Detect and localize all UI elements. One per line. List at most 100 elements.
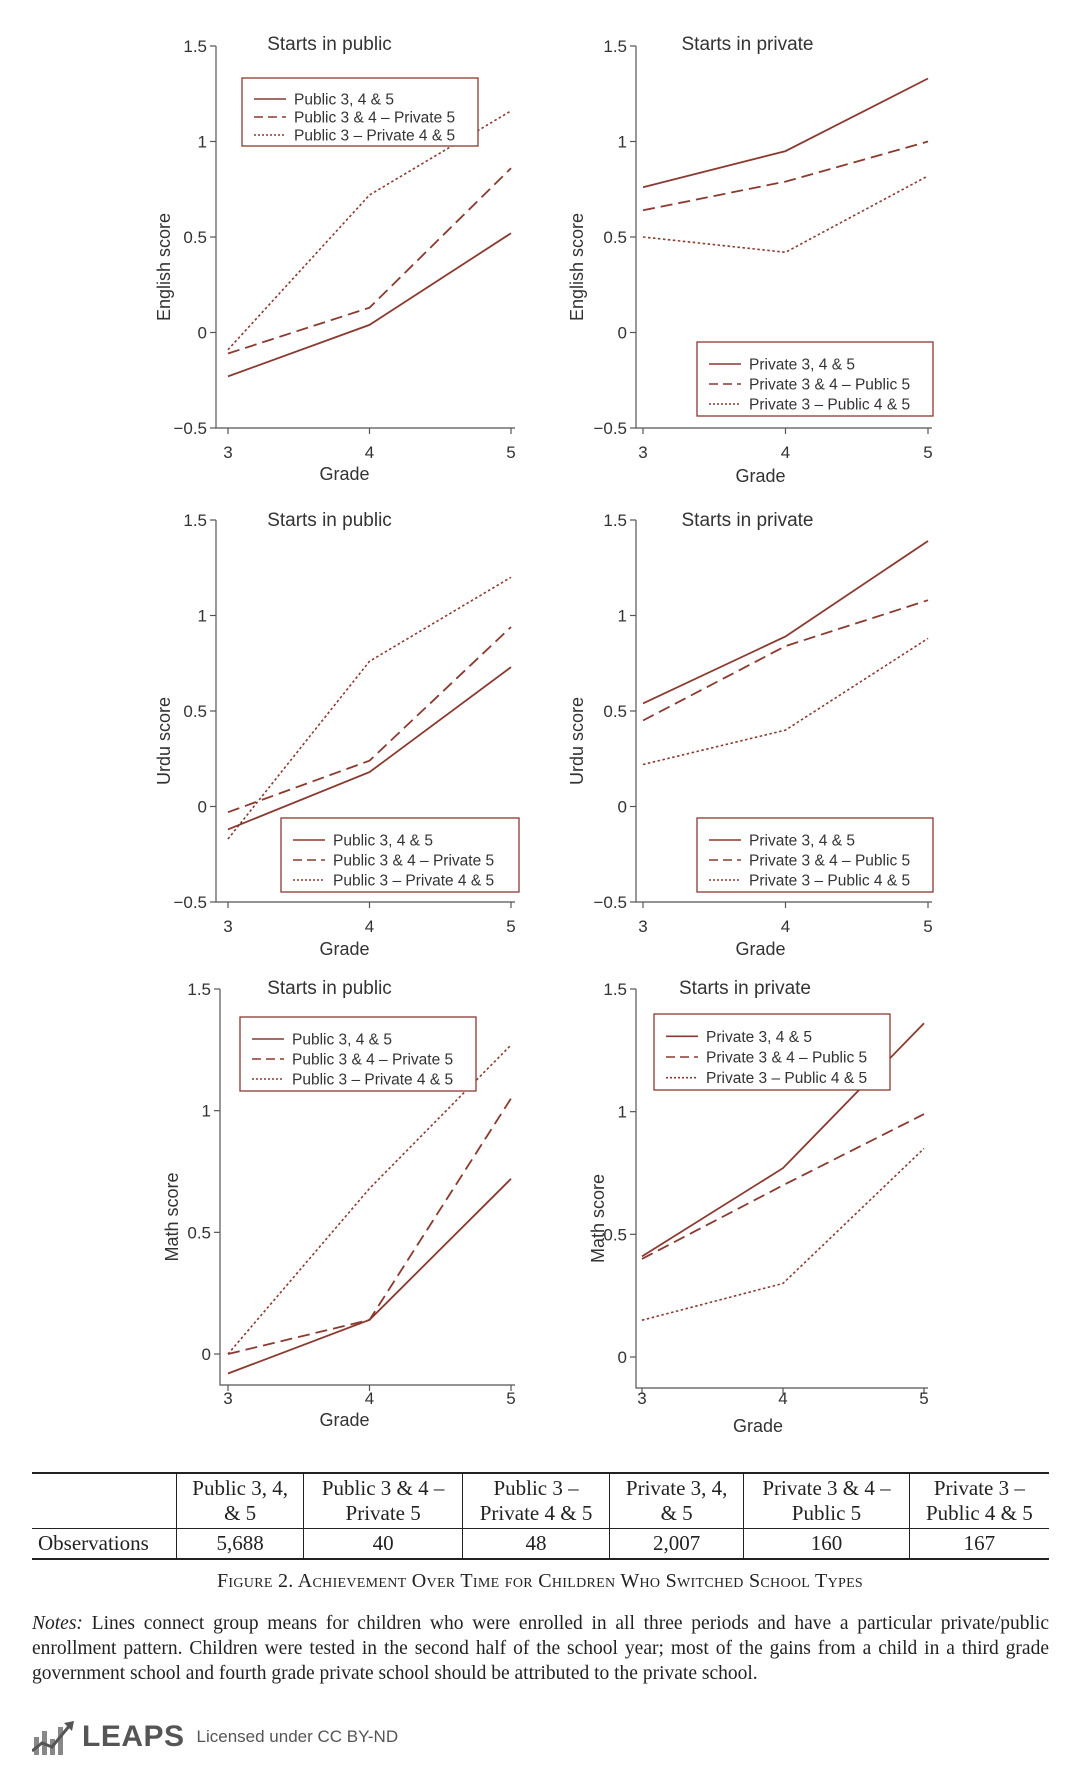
- footer: LEAPS Licensed under CC BY-ND: [32, 1715, 398, 1759]
- y-tick-label: 0: [202, 1345, 211, 1364]
- legend-label: Private 3, 4 & 5: [706, 1029, 812, 1046]
- chart-title: Starts in private: [682, 34, 814, 55]
- y-tick-label: 1: [618, 1103, 627, 1122]
- table-header-cell: Private 3 – Public 4 & 5: [908, 1473, 1049, 1529]
- x-tick-label: 4: [365, 917, 374, 936]
- legend-label: Public 3, 4 & 5: [333, 833, 433, 850]
- y-tick-label: −0.5: [593, 419, 627, 438]
- table-cell: 5,688: [175, 1528, 304, 1559]
- legend-label: Private 3 & 4 – Public 5: [706, 1050, 867, 1067]
- series-line: [227, 666, 512, 831]
- axis-lines: [635, 989, 928, 1389]
- series-line: [642, 637, 929, 766]
- table-cell: 160: [743, 1528, 910, 1559]
- x-tick-label: 4: [781, 443, 790, 462]
- table-cell: 167: [908, 1528, 1049, 1559]
- series-line: [227, 1044, 512, 1355]
- x-tick-label: 4: [778, 1389, 787, 1408]
- chart-panel: −0.5 0 0.5 1 1.5 3 4 5 Starts in public Grade Urdu…: [154, 510, 520, 959]
- chart-legend: Private 3, 4 & 5 Private 3 & 4 – Public 5…: [696, 817, 934, 893]
- x-axis-label: Grade: [319, 1410, 369, 1430]
- chart-panel: −0.5 0 0.5 1 1.5 3 4 5 Starts in private Grade Urd…: [567, 510, 934, 959]
- y-tick-label: 1: [202, 1102, 211, 1121]
- legend-label: Public 3, 4 & 5: [292, 1032, 392, 1049]
- chart-legend: Public 3, 4 & 5 Public 3 & 4 – Private 5 P…: [239, 1016, 477, 1092]
- x-tick-label: 4: [781, 917, 790, 936]
- chart-legend: Private 3, 4 & 5 Private 3 & 4 – Public 5…: [653, 1013, 891, 1091]
- series-line: [227, 1098, 512, 1355]
- y-axis-label: English score: [154, 213, 174, 321]
- y-tick-label: 0: [198, 798, 207, 817]
- x-tick-label: 3: [223, 443, 232, 462]
- leaps-wordmark: LEAPS: [82, 1720, 185, 1753]
- x-tick-label: 5: [923, 917, 932, 936]
- y-tick-label: 1.5: [183, 511, 207, 530]
- axis-lines: [219, 989, 515, 1386]
- legend-label: Public 3 & 4 – Private 5: [333, 853, 494, 870]
- legend-label: Public 3 & 4 – Private 5: [292, 1052, 453, 1069]
- legend-label: Public 3 & 4 – Private 5: [294, 110, 455, 127]
- x-tick-label: 5: [506, 443, 515, 462]
- legend-box: [241, 77, 479, 147]
- figure-caption: Figure 2. Achievement Over Time for Chil…: [216, 1570, 864, 1592]
- y-tick-label: 0.5: [603, 702, 627, 721]
- y-tick-label: 0: [618, 324, 627, 343]
- x-tick-label: 5: [506, 917, 515, 936]
- legend-label: Private 3 – Public 4 & 5: [706, 1070, 867, 1087]
- figure-notes: Notes: Lines connect group means for chi…: [32, 1611, 1049, 1686]
- chart-title: Starts in private: [679, 978, 811, 999]
- table-header-row: Public 3, 4, & 5 Public 3 & 4 – Private …: [32, 1473, 1049, 1529]
- legend-label: Public 3 – Private 4 & 5: [294, 128, 455, 145]
- x-tick-label: 4: [365, 443, 374, 462]
- legend-box: [653, 1013, 891, 1091]
- y-axis-label: Urdu score: [154, 697, 174, 785]
- legend-label: Public 3, 4 & 5: [294, 92, 394, 109]
- chart-panel: 0 0.5 1 1.5 3 4 5 Starts in public Grade Math sco…: [162, 978, 516, 1430]
- y-tick-label: 0.5: [183, 702, 207, 721]
- notes-label: Notes:: [32, 1613, 83, 1634]
- table-header-cell: Public 3 & 4 – Private 5: [303, 1473, 463, 1529]
- x-tick-label: 5: [919, 1389, 928, 1408]
- y-tick-label: 1: [618, 607, 627, 626]
- series-line: [227, 626, 512, 814]
- y-tick-label: 1: [618, 133, 627, 152]
- y-tick-label: 1: [198, 607, 207, 626]
- table-header-cell: Public 3 – Private 4 & 5: [461, 1473, 610, 1529]
- series-line: [642, 599, 929, 722]
- legend-box: [239, 1016, 477, 1092]
- y-tick-label: −0.5: [173, 893, 207, 912]
- x-axis-label: Grade: [735, 466, 785, 486]
- chart-arrow-icon: [32, 1721, 74, 1755]
- x-tick-label: 3: [223, 917, 232, 936]
- y-tick-label: 1.5: [187, 980, 211, 999]
- series-line: [227, 167, 512, 355]
- chart-panel: 0 0.5 1 1.5 3 4 5 Starts in private Grade Math sc…: [588, 978, 929, 1436]
- y-tick-label: 0: [618, 798, 627, 817]
- chart-title: Starts in public: [267, 34, 392, 55]
- chart-panel: −0.5 0 0.5 1 1.5 3 4 5 Starts in public Grade Engl…: [154, 34, 516, 484]
- legend-label: Private 3 – Public 4 & 5: [749, 397, 910, 414]
- notes-text: Lines connect group means for children w…: [32, 1613, 1049, 1684]
- y-tick-label: 0.5: [603, 228, 627, 247]
- table-row: Observations 5,688 40 48 2,007 160 167: [32, 1528, 1049, 1559]
- observations-table: Public 3, 4, & 5 Public 3 & 4 – Private …: [32, 1472, 1049, 1560]
- legend-label: Public 3 – Private 4 & 5: [292, 1072, 453, 1089]
- y-tick-label: 1.5: [603, 37, 627, 56]
- table-cell: 2,007: [609, 1528, 744, 1559]
- y-axis-label: Urdu score: [567, 697, 587, 785]
- table-header-cell: [32, 1473, 176, 1529]
- chart-title: Starts in public: [267, 978, 392, 999]
- y-tick-label: 0: [618, 1348, 627, 1367]
- legend-box: [696, 341, 934, 417]
- x-axis-label: Grade: [319, 939, 369, 959]
- legend-label: Private 3 & 4 – Public 5: [749, 853, 910, 870]
- x-axis-label: Grade: [319, 464, 369, 484]
- x-tick-label: 5: [923, 443, 932, 462]
- series-line: [641, 1147, 925, 1321]
- series-line: [227, 576, 512, 840]
- figure-panels: −0.5 0 0.5 1 1.5 3 4 5 Starts in public Grade Engl…: [154, 34, 934, 1436]
- series-line: [227, 110, 512, 351]
- chart-title: Starts in private: [682, 510, 814, 531]
- table-header-cell: Private 3, 4, & 5: [609, 1473, 744, 1529]
